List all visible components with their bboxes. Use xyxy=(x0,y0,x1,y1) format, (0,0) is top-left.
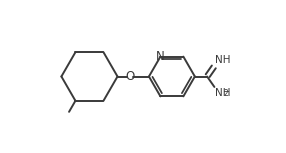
Text: N: N xyxy=(156,50,165,63)
Text: NH: NH xyxy=(215,55,231,65)
Text: 2: 2 xyxy=(224,89,229,98)
Text: NH: NH xyxy=(215,88,231,98)
Text: O: O xyxy=(126,70,135,83)
